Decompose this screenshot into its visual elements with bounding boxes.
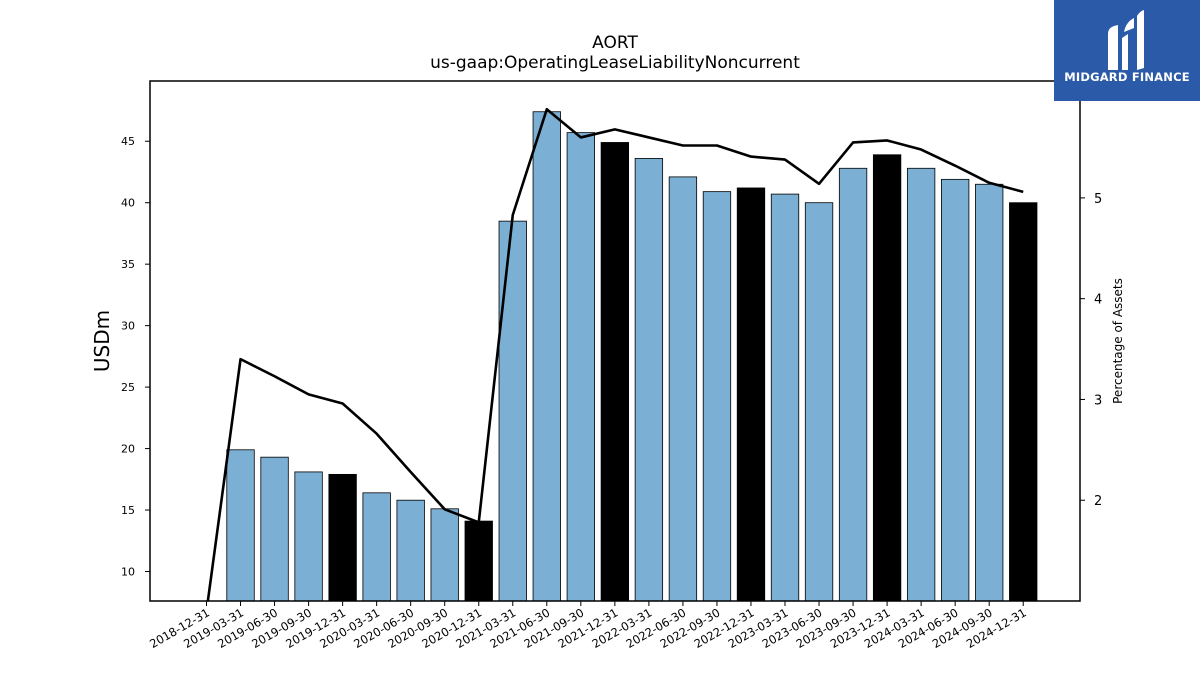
chart-subtitle: us-gaap:OperatingLeaseLiabilityNoncurren… bbox=[430, 53, 800, 73]
chart-title: AORT bbox=[592, 33, 638, 53]
y2-axis-label: Percentage of Assets bbox=[1111, 278, 1125, 404]
bar-2023-06-30 bbox=[804, 202, 834, 602]
bar-2023-09-30 bbox=[838, 167, 868, 602]
y-tick-label: 15 bbox=[121, 504, 135, 517]
y-tick-label: 45 bbox=[121, 135, 135, 148]
bar-2019-12-31 bbox=[328, 473, 357, 602]
y2-tick-label: 2 bbox=[1094, 494, 1102, 509]
bar-2022-09-30 bbox=[702, 191, 732, 602]
bar-2019-06-30 bbox=[260, 456, 289, 602]
bar-2022-03-31 bbox=[634, 158, 664, 602]
logo-text: MIDGARD FINANCE bbox=[1064, 70, 1190, 84]
y-axis-label: USDm bbox=[90, 310, 114, 372]
y-tick-label: 35 bbox=[121, 258, 135, 271]
series-line-percentage-of-assets bbox=[206, 107, 1024, 601]
bar-2021-09-30 bbox=[566, 132, 595, 602]
y-tick-label: 40 bbox=[121, 197, 135, 210]
bar-2023-03-31 bbox=[770, 193, 800, 602]
bar-2019-09-30 bbox=[294, 471, 323, 602]
bar-2022-06-30 bbox=[668, 176, 698, 602]
y-tick-label: 10 bbox=[121, 565, 135, 578]
y2-tick-label: 5 bbox=[1094, 192, 1102, 207]
bar-2022-12-31 bbox=[736, 187, 766, 602]
bar-2024-12-31 bbox=[1009, 202, 1038, 602]
y2-tick-label: 4 bbox=[1094, 293, 1102, 308]
bar-2020-09-30 bbox=[430, 508, 459, 602]
logo-mark-icon bbox=[1108, 10, 1144, 70]
bar-2020-03-31 bbox=[362, 492, 391, 602]
y-tick-label: 20 bbox=[121, 443, 135, 456]
bar-2020-12-31 bbox=[464, 520, 493, 602]
y2-tick-label: 3 bbox=[1094, 393, 1102, 408]
company-logo: MIDGARD FINANCE bbox=[1054, 0, 1200, 101]
bar-2024-06-30 bbox=[941, 178, 970, 602]
bar-2021-03-31 bbox=[498, 220, 527, 602]
bar-2023-12-31 bbox=[872, 154, 902, 602]
bar-2020-06-30 bbox=[396, 499, 425, 602]
y-tick-label: 30 bbox=[121, 320, 135, 333]
bar-2021-12-31 bbox=[600, 142, 630, 602]
bar-2024-09-30 bbox=[975, 183, 1004, 602]
bar-2019-03-31 bbox=[226, 449, 255, 602]
bar-2021-06-30 bbox=[532, 111, 561, 602]
plot-frame bbox=[149, 80, 1081, 602]
y-tick-label: 25 bbox=[121, 381, 135, 394]
bar-2024-03-31 bbox=[906, 167, 936, 602]
